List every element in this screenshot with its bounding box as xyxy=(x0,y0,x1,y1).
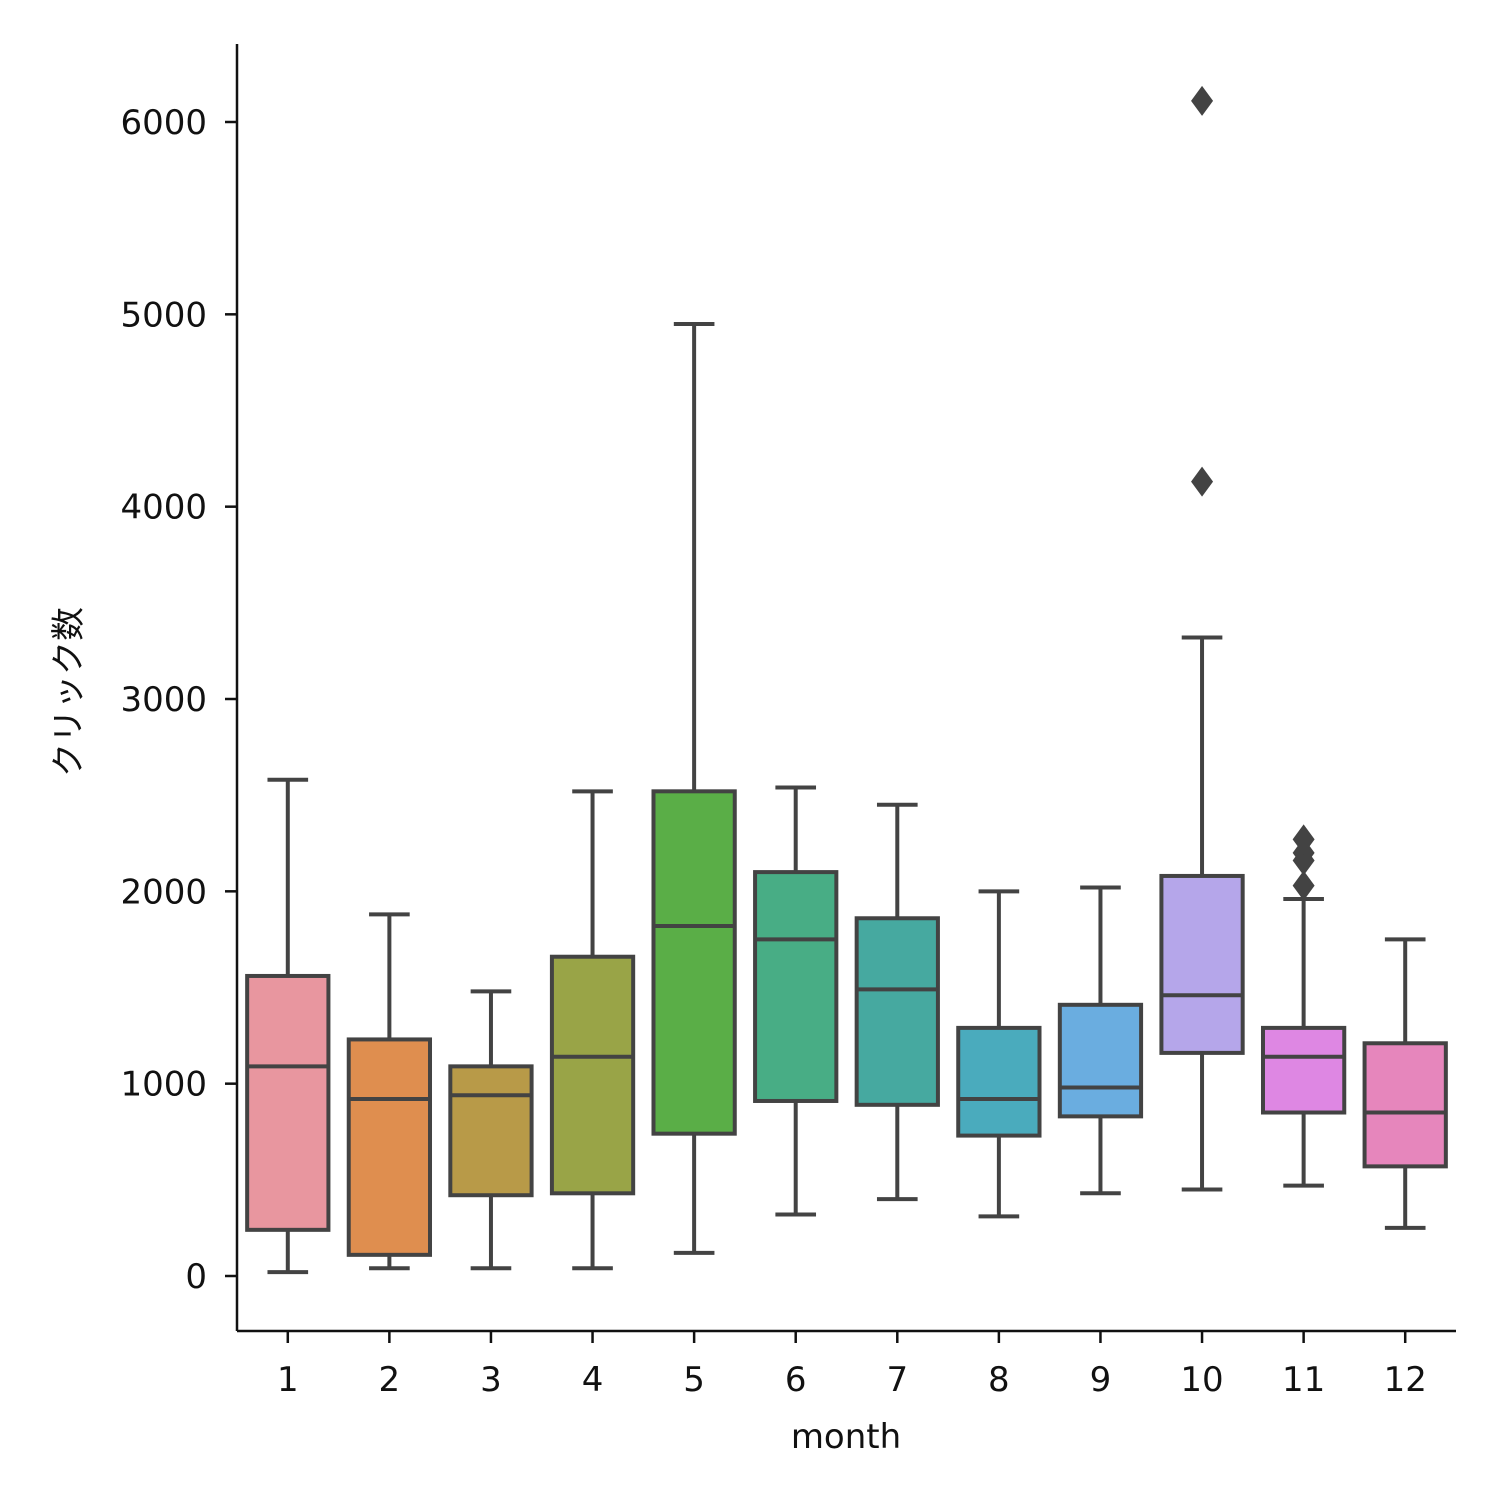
iqr-box xyxy=(1057,1002,1144,1119)
x-tick-label: 7 xyxy=(886,1360,908,1400)
iqr-box xyxy=(854,916,940,1107)
x-tick-label: 6 xyxy=(785,1360,807,1400)
x-tick-label: 5 xyxy=(683,1360,705,1400)
iqr-box xyxy=(753,870,839,1103)
outlier-point xyxy=(1191,85,1214,116)
y-tick-label: 0 xyxy=(185,1257,207,1297)
iqr-box xyxy=(448,1064,534,1198)
x-tick-label: 12 xyxy=(1384,1360,1427,1400)
x-tick-label: 4 xyxy=(582,1360,604,1400)
x-tick-label: 1 xyxy=(277,1360,299,1400)
x-tick-label: 8 xyxy=(988,1360,1010,1400)
box-month-1 xyxy=(245,777,331,1275)
y-tick-label: 4000 xyxy=(120,488,207,528)
y-axis-title: クリック数 xyxy=(49,607,89,777)
box-month-8 xyxy=(956,889,1042,1219)
x-tick-label: 9 xyxy=(1090,1360,1112,1400)
iqr-box xyxy=(1159,873,1245,1055)
iqr-box xyxy=(245,973,331,1232)
iqr-box xyxy=(956,1025,1042,1138)
iqr-box xyxy=(1260,1025,1347,1115)
y-tick-label: 1000 xyxy=(120,1065,207,1105)
iqr-box xyxy=(346,1037,433,1257)
outlier-point xyxy=(1191,466,1214,497)
iqr-box xyxy=(651,789,737,1136)
plot-area xyxy=(245,85,1448,1275)
x-axis-title: month xyxy=(791,1417,901,1457)
box-month-10 xyxy=(1159,85,1245,1192)
y-tick-label: 6000 xyxy=(120,103,207,143)
iqr-box xyxy=(1362,1041,1448,1169)
box-month-3 xyxy=(448,989,534,1271)
x-tick-label: 3 xyxy=(480,1360,502,1400)
x-axis-ticks: 1 2 3 4 5 6 7 8 9 10 11 12 xyxy=(277,1331,1427,1400)
box-month-4 xyxy=(549,789,636,1271)
x-tick-label: 10 xyxy=(1180,1360,1223,1400)
outlier-point xyxy=(1292,824,1315,855)
outlier-point xyxy=(1292,870,1315,901)
x-tick-label: 11 xyxy=(1282,1360,1325,1400)
box-month-6 xyxy=(753,785,839,1217)
box-month-2 xyxy=(346,912,433,1271)
y-tick-label: 5000 xyxy=(120,295,207,335)
x-tick-label: 2 xyxy=(379,1360,401,1400)
box-month-11 xyxy=(1260,824,1347,1188)
box-month-9 xyxy=(1057,885,1144,1196)
box-month-12 xyxy=(1362,937,1448,1230)
iqr-box xyxy=(549,954,636,1196)
y-tick-label: 3000 xyxy=(120,680,207,720)
box-month-7 xyxy=(854,802,940,1202)
y-axis-ticks: 0 1000 2000 3000 4000 5000 6000 xyxy=(120,103,237,1297)
box-month-5 xyxy=(651,321,737,1255)
y-tick-label: 2000 xyxy=(120,872,207,912)
